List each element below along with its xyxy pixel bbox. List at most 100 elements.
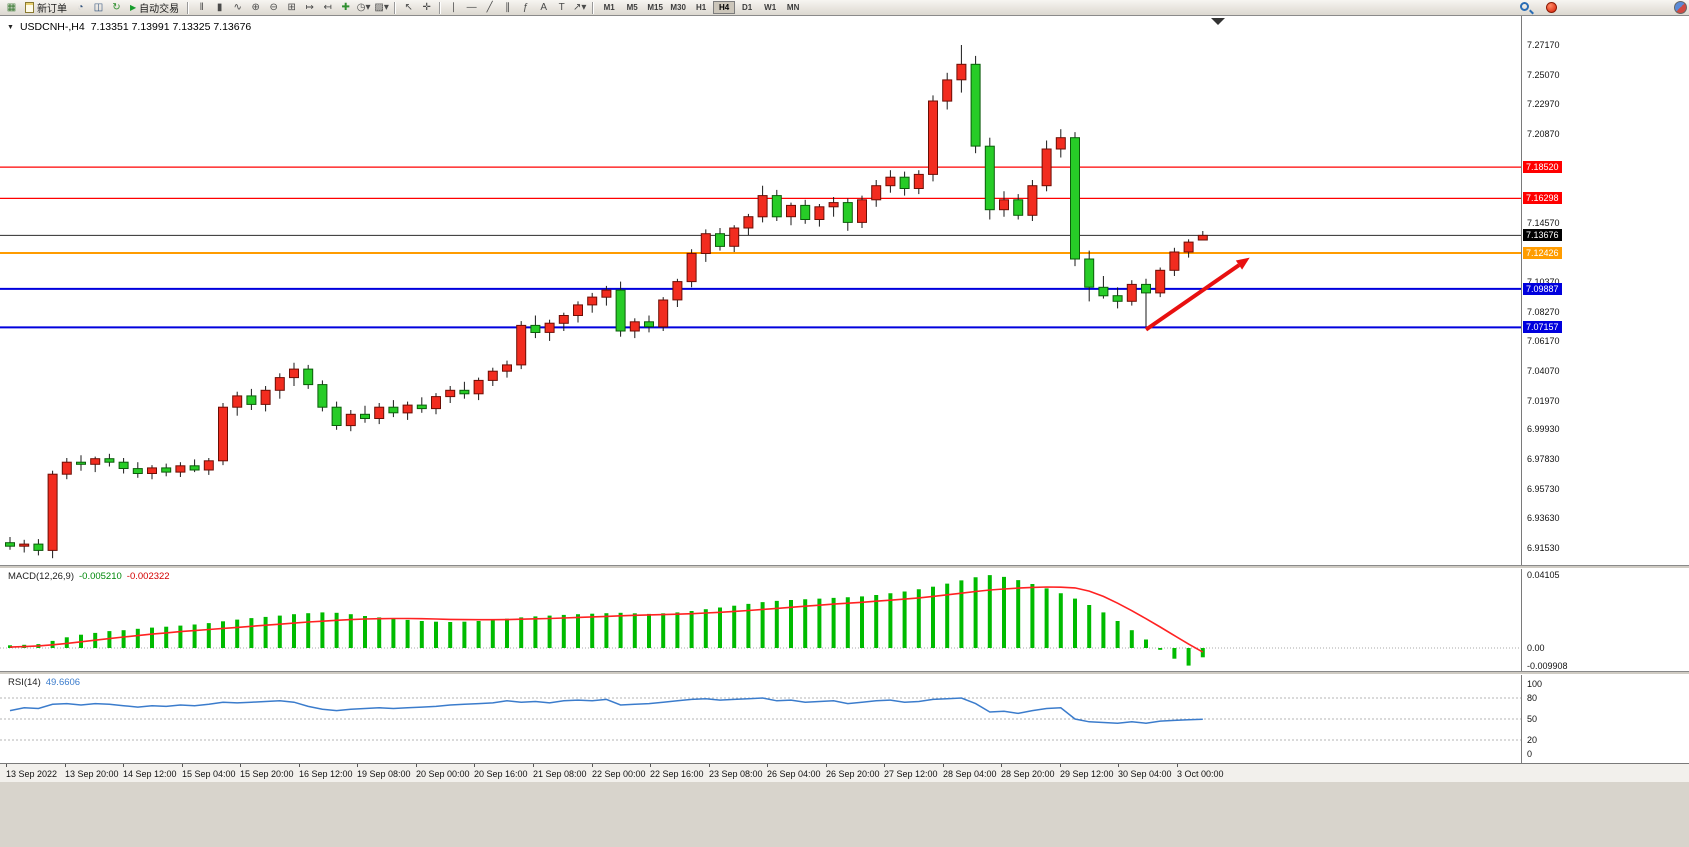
chart-shift-icon[interactable]: ↤ (323, 1, 332, 13)
time-axis[interactable]: 13 Sep 2022 13 Sep 20:00 14 Sep 12:00 15 Se… (0, 763, 1689, 782)
price-tick-label: 6.99930 (1527, 424, 1560, 434)
candle (899, 176, 910, 189)
candle (942, 79, 953, 102)
time-label: 13 Sep 20:00 (65, 769, 119, 779)
macd-axis-label: -0.009908 (1527, 661, 1568, 671)
toolbar-separator (394, 1, 397, 14)
candle (615, 289, 626, 332)
fibonacci-icon[interactable]: ƒ (522, 1, 529, 13)
main-price-chart[interactable] (0, 16, 1521, 565)
candle (601, 289, 612, 298)
time-tick (533, 764, 534, 767)
cursor-icon[interactable]: ↖ (404, 1, 413, 13)
indicators-icon[interactable]: ✚ (341, 1, 350, 13)
arrows-dropdown-icon[interactable]: ↗▾ (572, 1, 587, 13)
vertical-line-icon[interactable]: ∣ (451, 1, 457, 13)
time-tick (299, 764, 300, 767)
panel-separator[interactable] (0, 671, 1689, 675)
auto-scroll-icon[interactable]: ↦ (305, 1, 314, 13)
rsi-value: 49.6606 (45, 677, 81, 688)
candle (1197, 234, 1208, 241)
candle (644, 321, 654, 328)
rsi-axis-label: 100 (1527, 679, 1543, 689)
new-order-button[interactable]: 新订单 (21, 1, 71, 15)
new-chart-icon[interactable]: ▦ (6, 1, 17, 13)
line-chart-icon[interactable]: ∿ (233, 1, 242, 13)
candle (672, 281, 683, 301)
candle (999, 199, 1009, 211)
equidistant-channel-icon[interactable]: ∥ (505, 1, 511, 13)
zoom-in-icon[interactable]: ⊕ (251, 1, 260, 13)
candle (1055, 137, 1066, 150)
chart-ohlc-quotes: 7.13351 7.13991 7.13325 7.13676 (90, 21, 252, 33)
timeframe-button-m30[interactable]: M30 (670, 3, 686, 12)
panel-separator[interactable] (0, 565, 1689, 569)
timeframe-button-w1[interactable]: W1 (764, 3, 777, 12)
timeframe-button-m1[interactable]: M1 (603, 3, 615, 12)
horizontal-line-icon[interactable]: ― (466, 1, 477, 13)
price-level-badge: 7.09887 (1523, 283, 1562, 295)
candle (629, 321, 640, 332)
candle (1027, 185, 1038, 216)
timeframe-button-d1[interactable]: D1 (742, 3, 753, 12)
zoom-out-icon[interactable]: ⊖ (269, 1, 278, 13)
price-tick-label: 6.97830 (1527, 454, 1560, 464)
time-tick (1177, 764, 1178, 767)
templates-dropdown-icon[interactable]: ▨▾ (374, 1, 389, 13)
refresh-charts-icon[interactable]: ↻ (112, 1, 121, 13)
price-level-badge: 7.07157 (1523, 321, 1562, 333)
autotrading-button[interactable]: ▶ 自动交易 (126, 1, 183, 15)
trend-arrow-annotation[interactable] (1144, 263, 1241, 332)
price-tick-label: 7.14570 (1527, 218, 1560, 228)
timeframe-button-mn[interactable]: MN (786, 3, 800, 12)
candle (857, 199, 867, 223)
crosshair-icon[interactable]: ✛ (422, 1, 431, 13)
candle (289, 368, 299, 379)
time-label: 28 Sep 20:00 (1001, 769, 1055, 779)
text-label-icon[interactable]: T (558, 1, 565, 13)
candlestick-chart-icon[interactable]: ▮ (216, 1, 223, 13)
timeframe-button-h1[interactable]: H1 (696, 3, 707, 12)
time-tick (1060, 764, 1061, 767)
chart-list-toggle-icon[interactable]: ▼ (7, 23, 14, 31)
time-label: 23 Sep 08:00 (709, 769, 763, 779)
time-label: 29 Sep 12:00 (1060, 769, 1114, 779)
search-icon[interactable] (1520, 2, 1529, 11)
rsi-panel[interactable] (0, 675, 1521, 763)
candle (374, 406, 385, 420)
periods-dropdown-icon[interactable]: ◷▾ (356, 1, 371, 13)
text-icon[interactable]: A (540, 1, 547, 13)
candle (61, 461, 72, 475)
candle (473, 379, 484, 395)
time-label: 21 Sep 08:00 (533, 769, 587, 779)
timeframe-button-m15[interactable]: M15 (647, 3, 663, 12)
time-label: 30 Sep 04:00 (1118, 769, 1172, 779)
time-tick (592, 764, 593, 767)
time-label: 22 Sep 16:00 (650, 769, 704, 779)
record-icon[interactable] (1546, 2, 1557, 13)
trendline-icon[interactable]: ╱ (486, 1, 493, 13)
chart-shift-marker-icon[interactable] (1211, 18, 1225, 25)
candle (587, 296, 598, 306)
candle (1141, 283, 1151, 294)
timeframe-button-h4[interactable]: H4 (713, 1, 736, 14)
candle (1112, 295, 1123, 302)
tile-windows-icon[interactable]: ⊞ (287, 1, 296, 13)
time-label: 27 Sep 12:00 (884, 769, 938, 779)
time-tick (650, 764, 651, 767)
candle (33, 543, 44, 551)
compass-icon[interactable]: ◔ (77, 1, 84, 13)
market-watch-icon[interactable]: ◫ (93, 1, 104, 13)
time-label: 16 Sep 12:00 (299, 769, 353, 779)
macd-panel[interactable] (0, 569, 1521, 671)
price-axis[interactable]: 7.27170 7.25070 7.22970 7.20870 7.14570 7.103… (1521, 16, 1689, 763)
timeframe-button-m5[interactable]: M5 (626, 3, 638, 12)
connection-status-icon (1674, 1, 1687, 14)
candle (161, 467, 172, 473)
price-tick-label: 7.10370 (1527, 277, 1560, 287)
candle (800, 204, 811, 220)
price-tick-label: 7.04070 (1527, 366, 1560, 376)
candle (743, 216, 754, 229)
bar-chart-icon[interactable]: ǁ (199, 1, 204, 13)
time-tick (1001, 764, 1002, 767)
